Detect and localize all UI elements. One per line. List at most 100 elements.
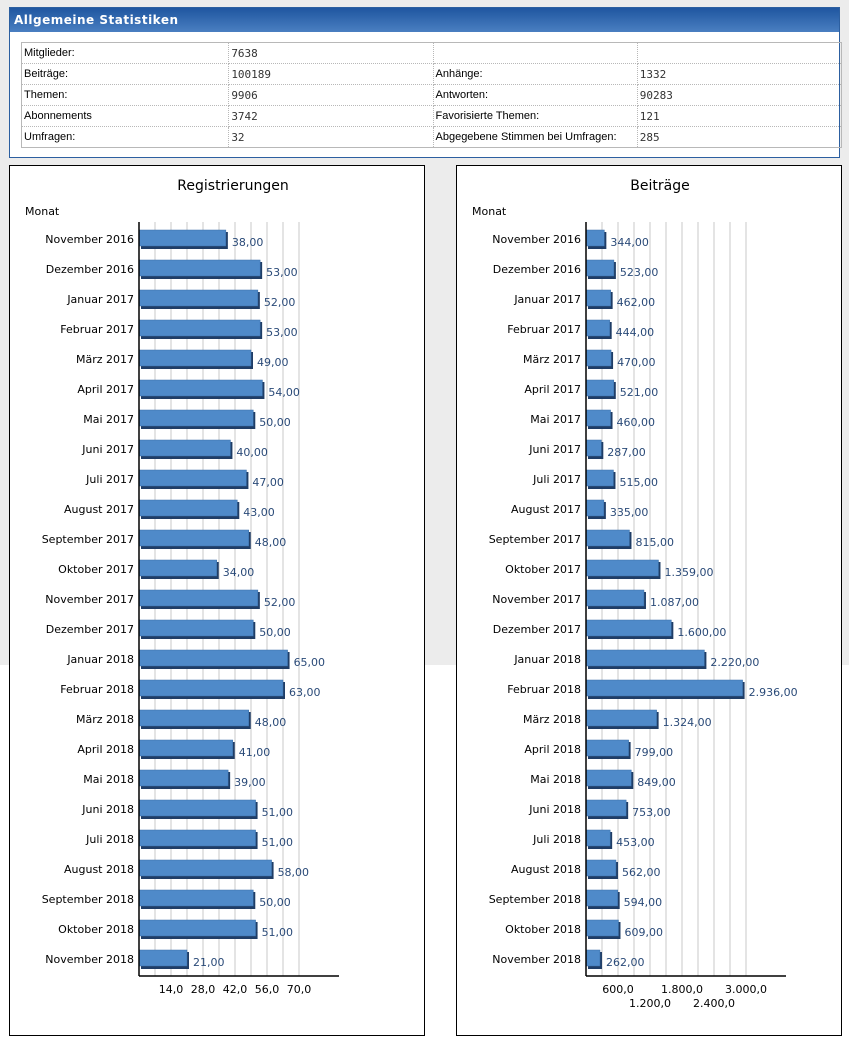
value-label: 51,00: [262, 926, 294, 939]
value-label: 460,00: [617, 416, 656, 429]
value-label: 52,00: [264, 596, 296, 609]
stat-label: Favorisierte Themen:: [433, 105, 638, 127]
category-label: September 2017: [42, 533, 134, 546]
category-label: November 2018: [492, 953, 581, 966]
value-label: 594,00: [624, 896, 663, 909]
bar: [138, 259, 261, 277]
category-label: April 2017: [77, 383, 134, 396]
stats-row: Abonnements 3742 Favorisierte Themen: 121: [21, 105, 843, 127]
category-label: Oktober 2017: [505, 563, 581, 576]
value-label: 470,00: [617, 356, 656, 369]
bar: [138, 379, 263, 397]
bar: [138, 319, 261, 337]
category-label: April 2017: [524, 383, 581, 396]
stat-label: [433, 42, 638, 64]
value-label: 51,00: [262, 836, 294, 849]
bar: [585, 709, 657, 727]
bar: [138, 889, 254, 907]
value-label: 41,00: [239, 746, 271, 759]
category-label: August 2017: [64, 503, 134, 516]
bar: [585, 259, 615, 277]
posts-chart: Beiträge Monat November 2016 344,00 Dezember…: [456, 165, 842, 1036]
value-label: 262,00: [606, 956, 645, 969]
bar: [585, 739, 629, 757]
category-label: Juni 2018: [528, 803, 581, 816]
stat-value: 285: [637, 126, 843, 148]
value-label: 521,00: [620, 386, 659, 399]
category-label: Februar 2017: [60, 323, 134, 336]
category-label: Mai 2017: [530, 413, 581, 426]
bar: [138, 769, 229, 787]
stat-label: Themen:: [21, 84, 230, 106]
bar: [585, 769, 632, 787]
bar: [585, 349, 612, 367]
category-label: Januar 2018: [66, 653, 134, 666]
x-tick-label: 42,0: [223, 983, 248, 996]
x-tick-label: 2.400,0: [693, 997, 735, 1010]
value-label: 53,00: [266, 326, 298, 339]
stat-value: 90283: [637, 84, 843, 106]
category-label: Oktober 2018: [58, 923, 134, 936]
x-tick-label: 600,0: [602, 983, 634, 996]
category-label: Dezember 2016: [493, 263, 581, 276]
stats-row: Themen: 9906 Antworten: 90283: [21, 84, 843, 106]
value-label: 39,00: [234, 776, 266, 789]
bar: [138, 679, 284, 697]
stat-label: Mitglieder:: [21, 42, 230, 64]
category-label: Oktober 2017: [58, 563, 134, 576]
statistics-table: Mitglieder: 7638 Beiträge: 100189 Anhänge: 13…: [21, 42, 843, 148]
bar: [138, 469, 247, 487]
value-label: 47,00: [252, 476, 284, 489]
category-label: Dezember 2016: [46, 263, 134, 276]
bar: [585, 289, 611, 307]
category-label: Januar 2017: [66, 293, 134, 306]
value-label: 1.087,00: [650, 596, 699, 609]
category-label: Juli 2017: [532, 473, 581, 486]
bar: [585, 439, 602, 457]
category-label: März 2017: [76, 353, 134, 366]
bar: [138, 859, 272, 877]
bar: [138, 439, 231, 457]
stat-value: 121: [637, 105, 843, 127]
bar: [585, 889, 618, 907]
bar: [138, 709, 249, 727]
bar: [585, 529, 630, 547]
stat-value: 100189: [228, 63, 434, 85]
category-label: Juli 2018: [532, 833, 581, 846]
category-label: Februar 2018: [60, 683, 134, 696]
category-label: Juli 2017: [85, 473, 134, 486]
stats-row: Beiträge: 100189 Anhänge: 1332: [21, 63, 843, 85]
category-label: März 2017: [523, 353, 581, 366]
bar: [138, 829, 256, 847]
chart-svg: Registrierungen Monat November 2016 38,00 De…: [25, 178, 339, 996]
bar: [138, 919, 256, 937]
chart-title: Beiträge: [630, 178, 689, 194]
category-label: April 2018: [77, 743, 134, 756]
category-label: November 2017: [45, 593, 134, 606]
category-label: Juli 2018: [85, 833, 134, 846]
category-label: Dezember 2017: [493, 623, 581, 636]
value-label: 48,00: [255, 536, 287, 549]
value-label: 52,00: [264, 296, 296, 309]
stats-row: Umfragen: 32 Abgegebene Stimmen bei Umfrag…: [21, 126, 843, 148]
value-label: 50,00: [259, 896, 291, 909]
x-tick-label: 1.200,0: [629, 997, 671, 1010]
value-label: 43,00: [243, 506, 274, 519]
stats-row: Mitglieder: 7638: [21, 42, 843, 64]
x-tick-label: 28,0: [191, 983, 216, 996]
stat-value: 9906: [228, 84, 434, 106]
value-label: 54,00: [268, 386, 300, 399]
panel-title: Allgemeine Statistiken: [10, 8, 839, 32]
value-label: 799,00: [635, 746, 674, 759]
value-label: 1.600,00: [677, 626, 726, 639]
category-label: Januar 2018: [513, 653, 581, 666]
y-axis-label: Monat: [472, 205, 507, 218]
bar: [138, 289, 259, 307]
x-tick-label: 56,0: [255, 983, 280, 996]
chart-svg: Beiträge Monat November 2016 344,00 Dezember…: [472, 178, 798, 1010]
value-label: 2.936,00: [749, 686, 798, 699]
x-tick-label: 14,0: [159, 983, 184, 996]
value-label: 453,00: [616, 836, 655, 849]
x-tick-label: 3.000,0: [725, 983, 767, 996]
value-label: 562,00: [622, 866, 661, 879]
